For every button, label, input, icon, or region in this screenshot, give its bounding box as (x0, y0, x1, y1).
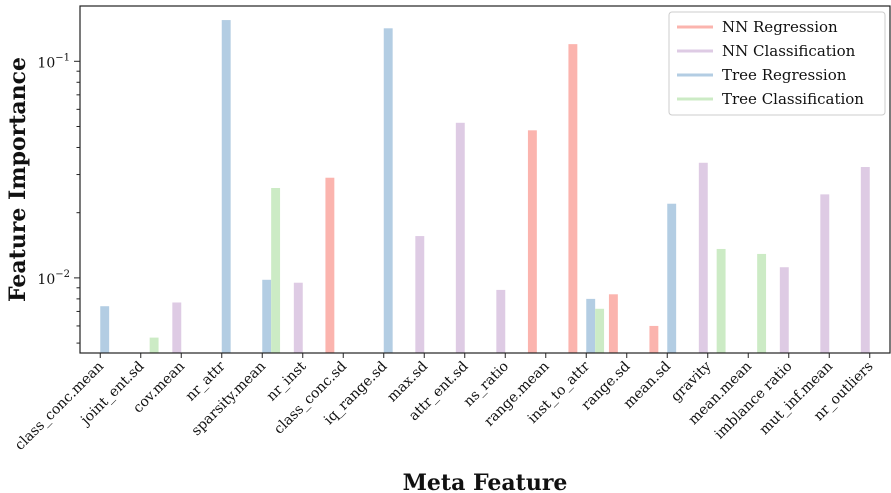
y-tick-label: 10−1 (37, 52, 70, 71)
legend: NN Regression NN Classification Tree Regre… (668, 11, 886, 116)
x-axis-label: Meta Feature (403, 470, 568, 493)
bar (608, 294, 618, 353)
legend-entry-label: NN Regression (722, 18, 838, 36)
plot-frame (79, 5, 891, 354)
bar (496, 289, 506, 353)
bar (667, 203, 677, 353)
bar (757, 253, 767, 353)
bar (415, 236, 425, 353)
y-tick-label: 10−2 (37, 269, 70, 288)
bar (383, 28, 393, 354)
legend-entry-label: NN Classification (722, 42, 856, 60)
bar (527, 130, 537, 353)
bar (221, 20, 231, 353)
legend-box (668, 11, 886, 116)
bar (649, 325, 659, 353)
x-tick-label: class_conc.sd (271, 358, 350, 437)
legend-entry-label: Tree Classification (722, 90, 864, 108)
bar (595, 308, 605, 353)
bar (293, 282, 303, 353)
bar (325, 177, 335, 353)
bar (149, 337, 159, 353)
bar (820, 194, 830, 353)
bar (779, 267, 789, 353)
bar (860, 167, 870, 353)
bar (698, 162, 708, 353)
bar (262, 279, 272, 353)
bar (100, 306, 110, 353)
legend-entry-label: Tree Regression (722, 66, 847, 84)
bar (716, 248, 726, 353)
bar (568, 44, 578, 353)
bars-layer (100, 20, 870, 354)
y-axis-ticks: 10−2 10−1 (37, 52, 80, 344)
bar (271, 188, 281, 353)
bar (172, 302, 182, 353)
x-axis-ticks: class_conc.meanjoint_ent.sdcov.meannr_at… (12, 353, 877, 454)
x-tick-label: sparsity.mean (189, 359, 270, 440)
bar (455, 122, 465, 353)
bar (586, 298, 596, 353)
y-axis-label: Feature Importance (5, 57, 31, 302)
